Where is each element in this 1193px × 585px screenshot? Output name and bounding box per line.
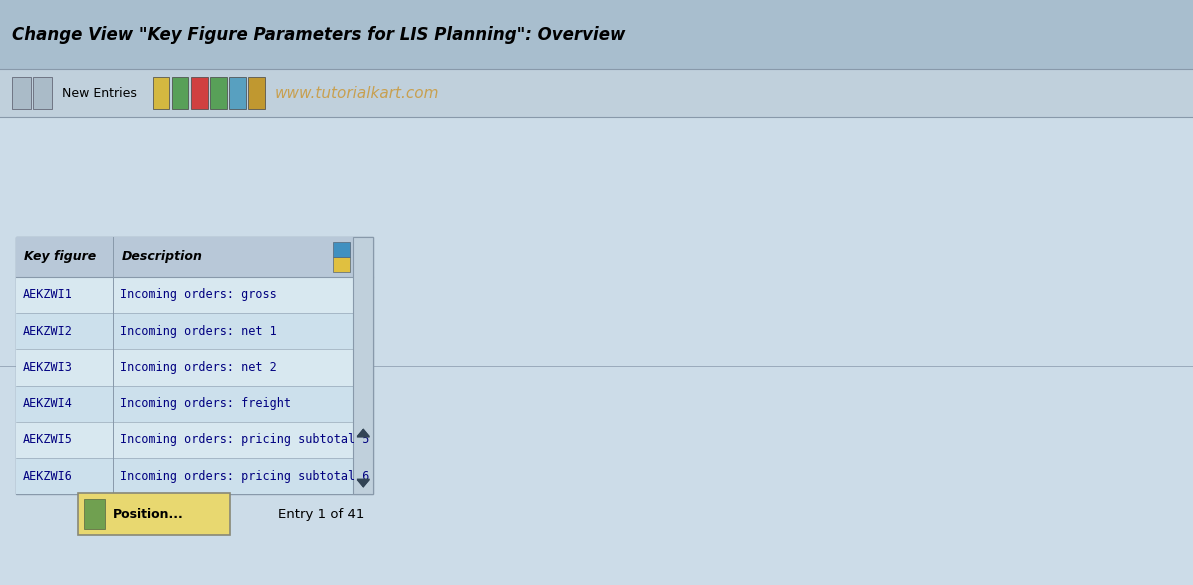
Text: AEKZWI5: AEKZWI5 <box>23 433 73 446</box>
Text: AEKZWI4: AEKZWI4 <box>23 397 73 410</box>
FancyBboxPatch shape <box>0 69 1193 117</box>
FancyBboxPatch shape <box>84 500 105 529</box>
Text: Description: Description <box>122 250 203 263</box>
FancyBboxPatch shape <box>0 0 1193 69</box>
Text: Incoming orders: gross: Incoming orders: gross <box>120 288 277 301</box>
Text: AEKZWI1: AEKZWI1 <box>23 288 73 301</box>
Text: Change View "Key Figure Parameters for LIS Planning": Overview: Change View "Key Figure Parameters for L… <box>12 26 625 43</box>
Text: Entry 1 of 41: Entry 1 of 41 <box>278 508 364 521</box>
FancyBboxPatch shape <box>16 237 373 494</box>
Text: Incoming orders: pricing subtotal 5: Incoming orders: pricing subtotal 5 <box>120 433 370 446</box>
Text: AEKZWI2: AEKZWI2 <box>23 325 73 338</box>
FancyBboxPatch shape <box>333 243 350 257</box>
Text: Position...: Position... <box>113 508 184 521</box>
FancyBboxPatch shape <box>12 77 31 109</box>
Text: Incoming orders: pricing subtotal 6: Incoming orders: pricing subtotal 6 <box>120 470 370 483</box>
FancyBboxPatch shape <box>191 77 208 109</box>
FancyBboxPatch shape <box>16 237 373 277</box>
Text: www.tutorialkart.com: www.tutorialkart.com <box>274 85 439 101</box>
Text: Incoming orders: net 2: Incoming orders: net 2 <box>120 361 277 374</box>
FancyBboxPatch shape <box>16 277 353 313</box>
FancyBboxPatch shape <box>16 313 353 349</box>
FancyBboxPatch shape <box>16 349 353 386</box>
Text: Incoming orders: net 1: Incoming orders: net 1 <box>120 325 277 338</box>
Text: AEKZWI3: AEKZWI3 <box>23 361 73 374</box>
Polygon shape <box>358 480 370 487</box>
FancyBboxPatch shape <box>248 77 265 109</box>
Text: AEKZWI6: AEKZWI6 <box>23 470 73 483</box>
FancyBboxPatch shape <box>16 458 353 494</box>
Text: S001: S001 <box>134 324 166 337</box>
FancyBboxPatch shape <box>78 493 230 535</box>
FancyBboxPatch shape <box>16 386 353 422</box>
Text: Table: Table <box>16 324 51 338</box>
Polygon shape <box>358 429 370 436</box>
FancyBboxPatch shape <box>172 77 188 109</box>
FancyBboxPatch shape <box>210 77 227 109</box>
Text: New Entries: New Entries <box>62 87 137 99</box>
FancyBboxPatch shape <box>33 77 52 109</box>
Text: Key figure: Key figure <box>24 250 97 263</box>
FancyBboxPatch shape <box>125 309 334 352</box>
FancyBboxPatch shape <box>333 257 350 272</box>
FancyBboxPatch shape <box>229 77 246 109</box>
FancyBboxPatch shape <box>153 77 169 109</box>
FancyBboxPatch shape <box>16 422 353 458</box>
FancyBboxPatch shape <box>353 237 373 494</box>
Text: Incoming orders: freight: Incoming orders: freight <box>120 397 291 410</box>
